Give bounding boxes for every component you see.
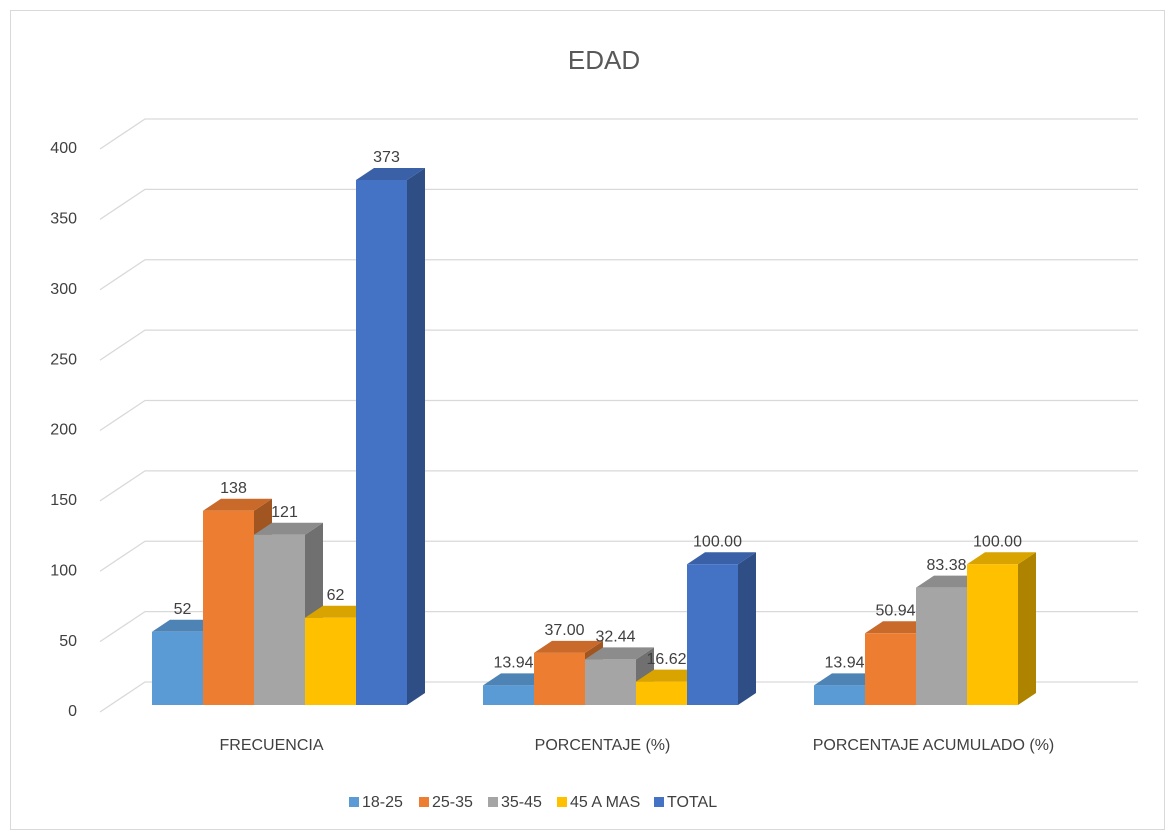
data-label: 52 bbox=[174, 601, 192, 618]
bar-front bbox=[967, 564, 1018, 705]
grid-line bbox=[99, 259, 1138, 291]
bar-front bbox=[865, 633, 916, 705]
grid-line bbox=[99, 610, 1138, 643]
bar-front bbox=[152, 631, 203, 705]
bar-front bbox=[254, 534, 305, 705]
x-tick-label: PORCENTAJE ACUMULADO (%) bbox=[813, 737, 1055, 754]
bar-side bbox=[738, 552, 756, 705]
legend-swatch bbox=[488, 797, 498, 807]
legend-swatch bbox=[654, 797, 664, 807]
bar-top bbox=[687, 552, 756, 565]
bar-front bbox=[916, 587, 967, 705]
grid-line bbox=[99, 118, 1138, 150]
bar-front bbox=[356, 180, 407, 705]
grid-line bbox=[99, 329, 1138, 361]
y-tick-label: 50 bbox=[59, 633, 77, 650]
y-tick-label: 400 bbox=[50, 140, 77, 157]
legend-label: 35-45 bbox=[501, 794, 542, 811]
data-label: 13.94 bbox=[493, 655, 533, 672]
data-label: 16.62 bbox=[646, 651, 686, 668]
data-label: 138 bbox=[220, 480, 247, 497]
bar-top bbox=[534, 640, 603, 653]
data-label: 62 bbox=[327, 587, 345, 604]
bar-front bbox=[203, 510, 254, 705]
data-label: 32.44 bbox=[595, 629, 635, 646]
bar-front bbox=[483, 685, 534, 705]
y-tick-label: 350 bbox=[50, 211, 77, 228]
y-tick-label: 300 bbox=[50, 281, 77, 298]
bar-side bbox=[1018, 552, 1036, 705]
bar-front bbox=[814, 685, 865, 705]
legend-swatch bbox=[557, 797, 567, 807]
y-tick-label: 200 bbox=[50, 422, 77, 439]
bar-front bbox=[534, 652, 585, 705]
legend-label: 25-35 bbox=[432, 794, 473, 811]
bar bbox=[356, 168, 425, 705]
grid-line bbox=[99, 681, 1138, 713]
y-tick-label: 100 bbox=[50, 562, 77, 579]
legend-label: TOTAL bbox=[667, 794, 717, 811]
data-label: 121 bbox=[271, 504, 298, 521]
y-tick-label: 250 bbox=[50, 351, 77, 368]
bar-side bbox=[407, 168, 425, 705]
bar-front bbox=[305, 617, 356, 705]
legend-label: 45 A MAS bbox=[570, 794, 640, 811]
data-label: 373 bbox=[373, 149, 400, 166]
data-label: 100.00 bbox=[693, 533, 742, 550]
bar-top bbox=[585, 647, 654, 660]
x-tick-label: PORCENTAJE (%) bbox=[535, 737, 671, 754]
legend-label: 18-25 bbox=[362, 794, 403, 811]
data-label: 50.94 bbox=[875, 603, 915, 620]
data-label: 83.38 bbox=[926, 557, 966, 574]
chart-title: EDAD bbox=[568, 45, 640, 75]
data-label: 100.00 bbox=[973, 533, 1022, 550]
data-label: 13.94 bbox=[824, 655, 864, 672]
legend-swatch bbox=[419, 797, 429, 807]
bar bbox=[967, 552, 1036, 705]
bar-front bbox=[585, 659, 636, 705]
bar-top bbox=[254, 522, 323, 535]
x-tick-label: FRECUENCIA bbox=[219, 737, 323, 754]
data-label: 37.00 bbox=[544, 622, 584, 639]
bar-front bbox=[636, 681, 687, 705]
bar-top bbox=[203, 498, 272, 511]
bar-top bbox=[967, 552, 1036, 565]
legend-swatch bbox=[349, 797, 359, 807]
bar-front bbox=[687, 564, 738, 705]
bar-top bbox=[356, 168, 425, 181]
y-tick-label: 150 bbox=[50, 492, 77, 509]
bar bbox=[687, 552, 756, 705]
grid-line bbox=[99, 399, 1138, 432]
grid-line bbox=[99, 470, 1138, 502]
y-tick-label: 0 bbox=[68, 703, 77, 720]
grid-line bbox=[99, 188, 1138, 220]
grid-line bbox=[99, 540, 1138, 572]
chart-border bbox=[10, 10, 1165, 830]
